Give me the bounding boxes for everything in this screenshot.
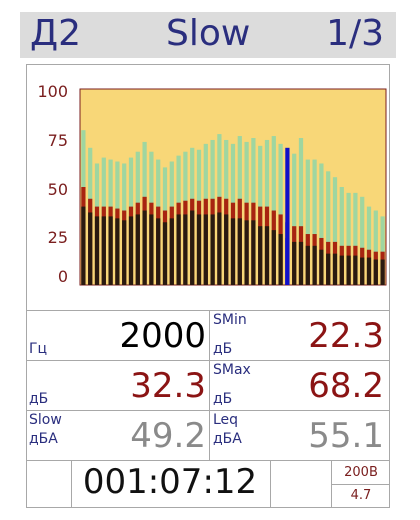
ytick-100: 100: [37, 82, 68, 101]
bar-low-28: [271, 230, 276, 285]
smax-value: 68.2: [308, 366, 384, 406]
bar-low-22: [230, 218, 236, 285]
bar-low-21: [224, 214, 229, 285]
smax-label: SMax: [213, 362, 251, 378]
slow-label: Slow: [29, 412, 62, 428]
bar-low-40: [353, 255, 358, 285]
smin-value: 22.3: [308, 316, 384, 356]
cursor-bar-total-30: [285, 147, 290, 285]
ytick-25: 25: [47, 228, 68, 247]
grid-line-center: [209, 310, 210, 460]
bar-low-16: [190, 210, 195, 285]
bar-low-35: [319, 249, 324, 285]
cursor-bar-low-30: [285, 237, 290, 285]
bar-total-35: [319, 163, 324, 285]
bar-low-18: [203, 214, 208, 285]
bar-low-10: [149, 214, 154, 285]
bar-low-37: [332, 253, 338, 285]
bar-low-38: [339, 255, 344, 285]
grid-line-3: [26, 460, 390, 461]
bar-low-9: [142, 210, 147, 285]
bar-low-20: [217, 212, 222, 285]
bar-total-32: [298, 138, 304, 285]
grid-line-timer-left: [71, 460, 72, 508]
bar-total-38: [339, 187, 344, 285]
bar-low-11: [156, 218, 161, 285]
battery-voltage: 200В: [344, 465, 378, 480]
ytick-0: 0: [57, 267, 68, 286]
bar-low-1: [88, 212, 93, 285]
bar-total-41: [360, 196, 365, 285]
bar-low-0: [81, 206, 86, 285]
bar-low-44: [380, 259, 385, 285]
bar-total-42: [366, 206, 372, 285]
bar-low-42: [366, 257, 372, 285]
bar-total-43: [373, 210, 378, 285]
grid-line-2: [26, 410, 390, 411]
bar-low-33: [305, 245, 310, 285]
bar-total-40: [353, 192, 358, 285]
bar-low-29: [278, 234, 283, 285]
page-indicator: 1/3: [326, 13, 384, 54]
bar-low-36: [326, 253, 331, 285]
grid-line-timer-right: [270, 460, 271, 508]
bar-low-39: [346, 255, 351, 285]
bar-total-33: [305, 159, 310, 285]
bar-low-27: [264, 226, 270, 285]
spectrum-chart: 100 75 50 25 0: [26, 64, 390, 310]
bar-low-15: [183, 214, 188, 285]
bar-low-6: [122, 220, 127, 285]
readout-grid: Гц 2000 SMin дБ 22.3 дБ 32.3 SMax дБ 68.…: [26, 310, 390, 508]
elapsed-timer: 001:07:12: [82, 462, 258, 502]
bar-low-34: [312, 245, 317, 285]
level-value: 32.3: [130, 366, 206, 406]
grid-line-top: [26, 310, 390, 311]
bar-low-17: [196, 214, 202, 285]
slow-unit: дБА: [29, 431, 58, 447]
smax-unit: дБ: [213, 391, 233, 407]
bar-low-25: [251, 220, 256, 285]
bar-low-31: [292, 241, 297, 285]
bar-low-26: [258, 226, 263, 285]
bar-low-8: [135, 214, 140, 285]
bar-low-5: [115, 218, 120, 285]
frequency-value: 2000: [119, 316, 206, 356]
bar-low-32: [298, 241, 304, 285]
grid-line-small-mid: [331, 484, 390, 485]
bar-low-14: [176, 214, 181, 285]
spectrum-svg: [79, 88, 387, 286]
bar-total-37: [332, 177, 338, 285]
bar-total-44: [380, 216, 385, 285]
bar-low-2: [94, 216, 100, 285]
bar-low-23: [237, 218, 242, 285]
bar-low-43: [373, 259, 378, 285]
bar-total-31: [292, 153, 297, 285]
bar-total-34: [312, 159, 317, 285]
smin-label: SMin: [213, 312, 247, 328]
bar-low-12: [162, 222, 168, 285]
aux-value: 4.7: [350, 488, 372, 503]
mode-label: Д2: [30, 13, 82, 54]
bar-total-36: [326, 171, 331, 285]
level-unit: дБ: [29, 391, 49, 407]
ytick-50: 50: [47, 180, 68, 199]
smin-unit: дБ: [213, 341, 233, 357]
bar-low-7: [128, 216, 134, 285]
bar-low-41: [360, 257, 365, 285]
header-bar: Д2 Slow 1/3: [20, 12, 396, 58]
ytick-75: 75: [47, 131, 68, 150]
leq-value: 55.1: [308, 416, 384, 456]
bar-low-3: [101, 216, 106, 285]
bar-low-4: [108, 216, 113, 285]
bar-low-24: [244, 220, 249, 285]
filter-label: Slow: [166, 13, 251, 54]
frequency-unit: Гц: [29, 341, 48, 357]
bar-low-19: [210, 214, 215, 285]
bar-low-13: [169, 218, 174, 285]
leq-unit: дБА: [213, 431, 242, 447]
bar-total-39: [346, 192, 351, 285]
leq-label: Leq: [213, 412, 239, 428]
grid-line-1: [26, 360, 390, 361]
slow-value: 49.2: [130, 416, 206, 456]
